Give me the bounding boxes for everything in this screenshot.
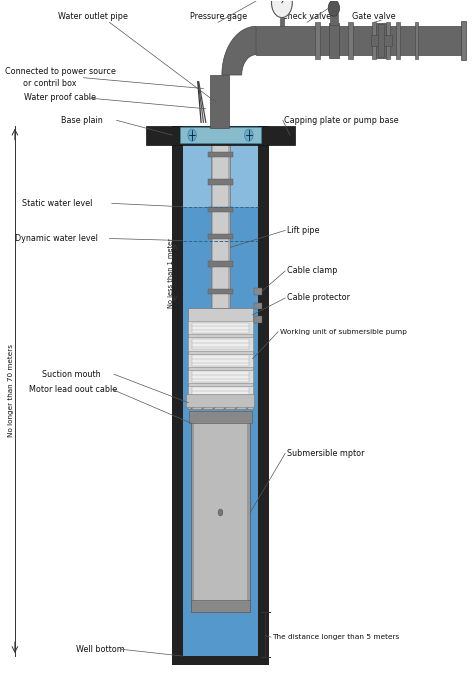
Bar [188, 370, 253, 383]
Bar [188, 321, 253, 334]
Circle shape [218, 509, 223, 516]
Bar [186, 394, 255, 408]
Bar [255, 288, 262, 294]
Circle shape [188, 129, 196, 141]
Bar [208, 261, 233, 267]
Text: Submersible mptor: Submersible mptor [287, 449, 364, 458]
Bar [191, 413, 250, 612]
Bar [188, 353, 253, 367]
Bar [182, 126, 258, 659]
Bar [192, 355, 249, 366]
Text: No longer than 70 meters: No longer than 70 meters [8, 345, 14, 437]
Text: Pressure gage: Pressure gage [190, 12, 246, 21]
Bar [193, 417, 247, 608]
Bar [255, 303, 262, 309]
Text: Gate valve: Gate valve [352, 12, 396, 21]
Circle shape [272, 0, 292, 18]
Bar [371, 35, 392, 46]
Bar [256, 26, 464, 55]
Text: Static water level: Static water level [22, 199, 92, 208]
Bar [330, 14, 337, 25]
Bar [210, 75, 229, 128]
Bar [461, 21, 466, 60]
Bar [188, 337, 253, 351]
Bar [192, 322, 249, 333]
Text: The distance longer than 5 meters: The distance longer than 5 meters [273, 634, 400, 640]
Bar [376, 23, 386, 58]
Text: Check valve: Check valve [283, 12, 331, 21]
Bar [188, 308, 253, 410]
Bar [189, 411, 252, 423]
Text: Dynamic water level: Dynamic water level [15, 234, 98, 243]
Bar [258, 126, 269, 659]
Text: No less than 1 meter: No less than 1 meter [168, 238, 174, 307]
Text: Well bottom: Well bottom [76, 645, 125, 654]
Bar [208, 234, 233, 240]
Text: Motor lead oout cable: Motor lead oout cable [29, 385, 117, 393]
Bar [188, 386, 253, 399]
Polygon shape [222, 26, 256, 75]
Bar [182, 126, 258, 206]
Text: Suction mouth: Suction mouth [42, 370, 101, 379]
Bar [415, 22, 419, 60]
Text: Lift pipe: Lift pipe [287, 226, 319, 235]
Bar [188, 399, 253, 410]
Bar [208, 152, 233, 158]
Bar [172, 656, 269, 665]
Bar [372, 22, 376, 60]
Bar [396, 22, 400, 60]
Bar [172, 126, 182, 659]
Bar [280, 18, 284, 26]
Bar [208, 288, 233, 294]
Text: Water proof cable: Water proof cable [24, 93, 96, 102]
Text: Working unit of submersible pump: Working unit of submersible pump [280, 329, 406, 334]
Bar [146, 126, 295, 145]
Text: or contril box: or contril box [23, 79, 77, 88]
Circle shape [245, 129, 253, 141]
Bar [213, 145, 228, 308]
Text: Water outlet pipe: Water outlet pipe [58, 12, 128, 21]
Text: Cable clamp: Cable clamp [287, 267, 337, 276]
Bar [208, 206, 233, 212]
Bar [192, 387, 249, 398]
Circle shape [328, 0, 339, 16]
Bar [329, 23, 338, 58]
Bar [208, 179, 233, 185]
Bar [192, 338, 249, 349]
Bar [386, 22, 390, 60]
Bar [192, 371, 249, 382]
Text: Cable protector: Cable protector [287, 293, 350, 303]
Bar [255, 316, 262, 323]
Bar [191, 600, 250, 612]
Bar [378, 24, 384, 58]
Text: Base plain: Base plain [61, 116, 103, 125]
Bar [348, 22, 353, 60]
Bar [210, 145, 230, 308]
Bar [315, 22, 319, 60]
Text: Capping plate or pump base: Capping plate or pump base [284, 116, 399, 125]
Bar [180, 127, 261, 143]
Text: Connected to power source: Connected to power source [5, 67, 116, 76]
